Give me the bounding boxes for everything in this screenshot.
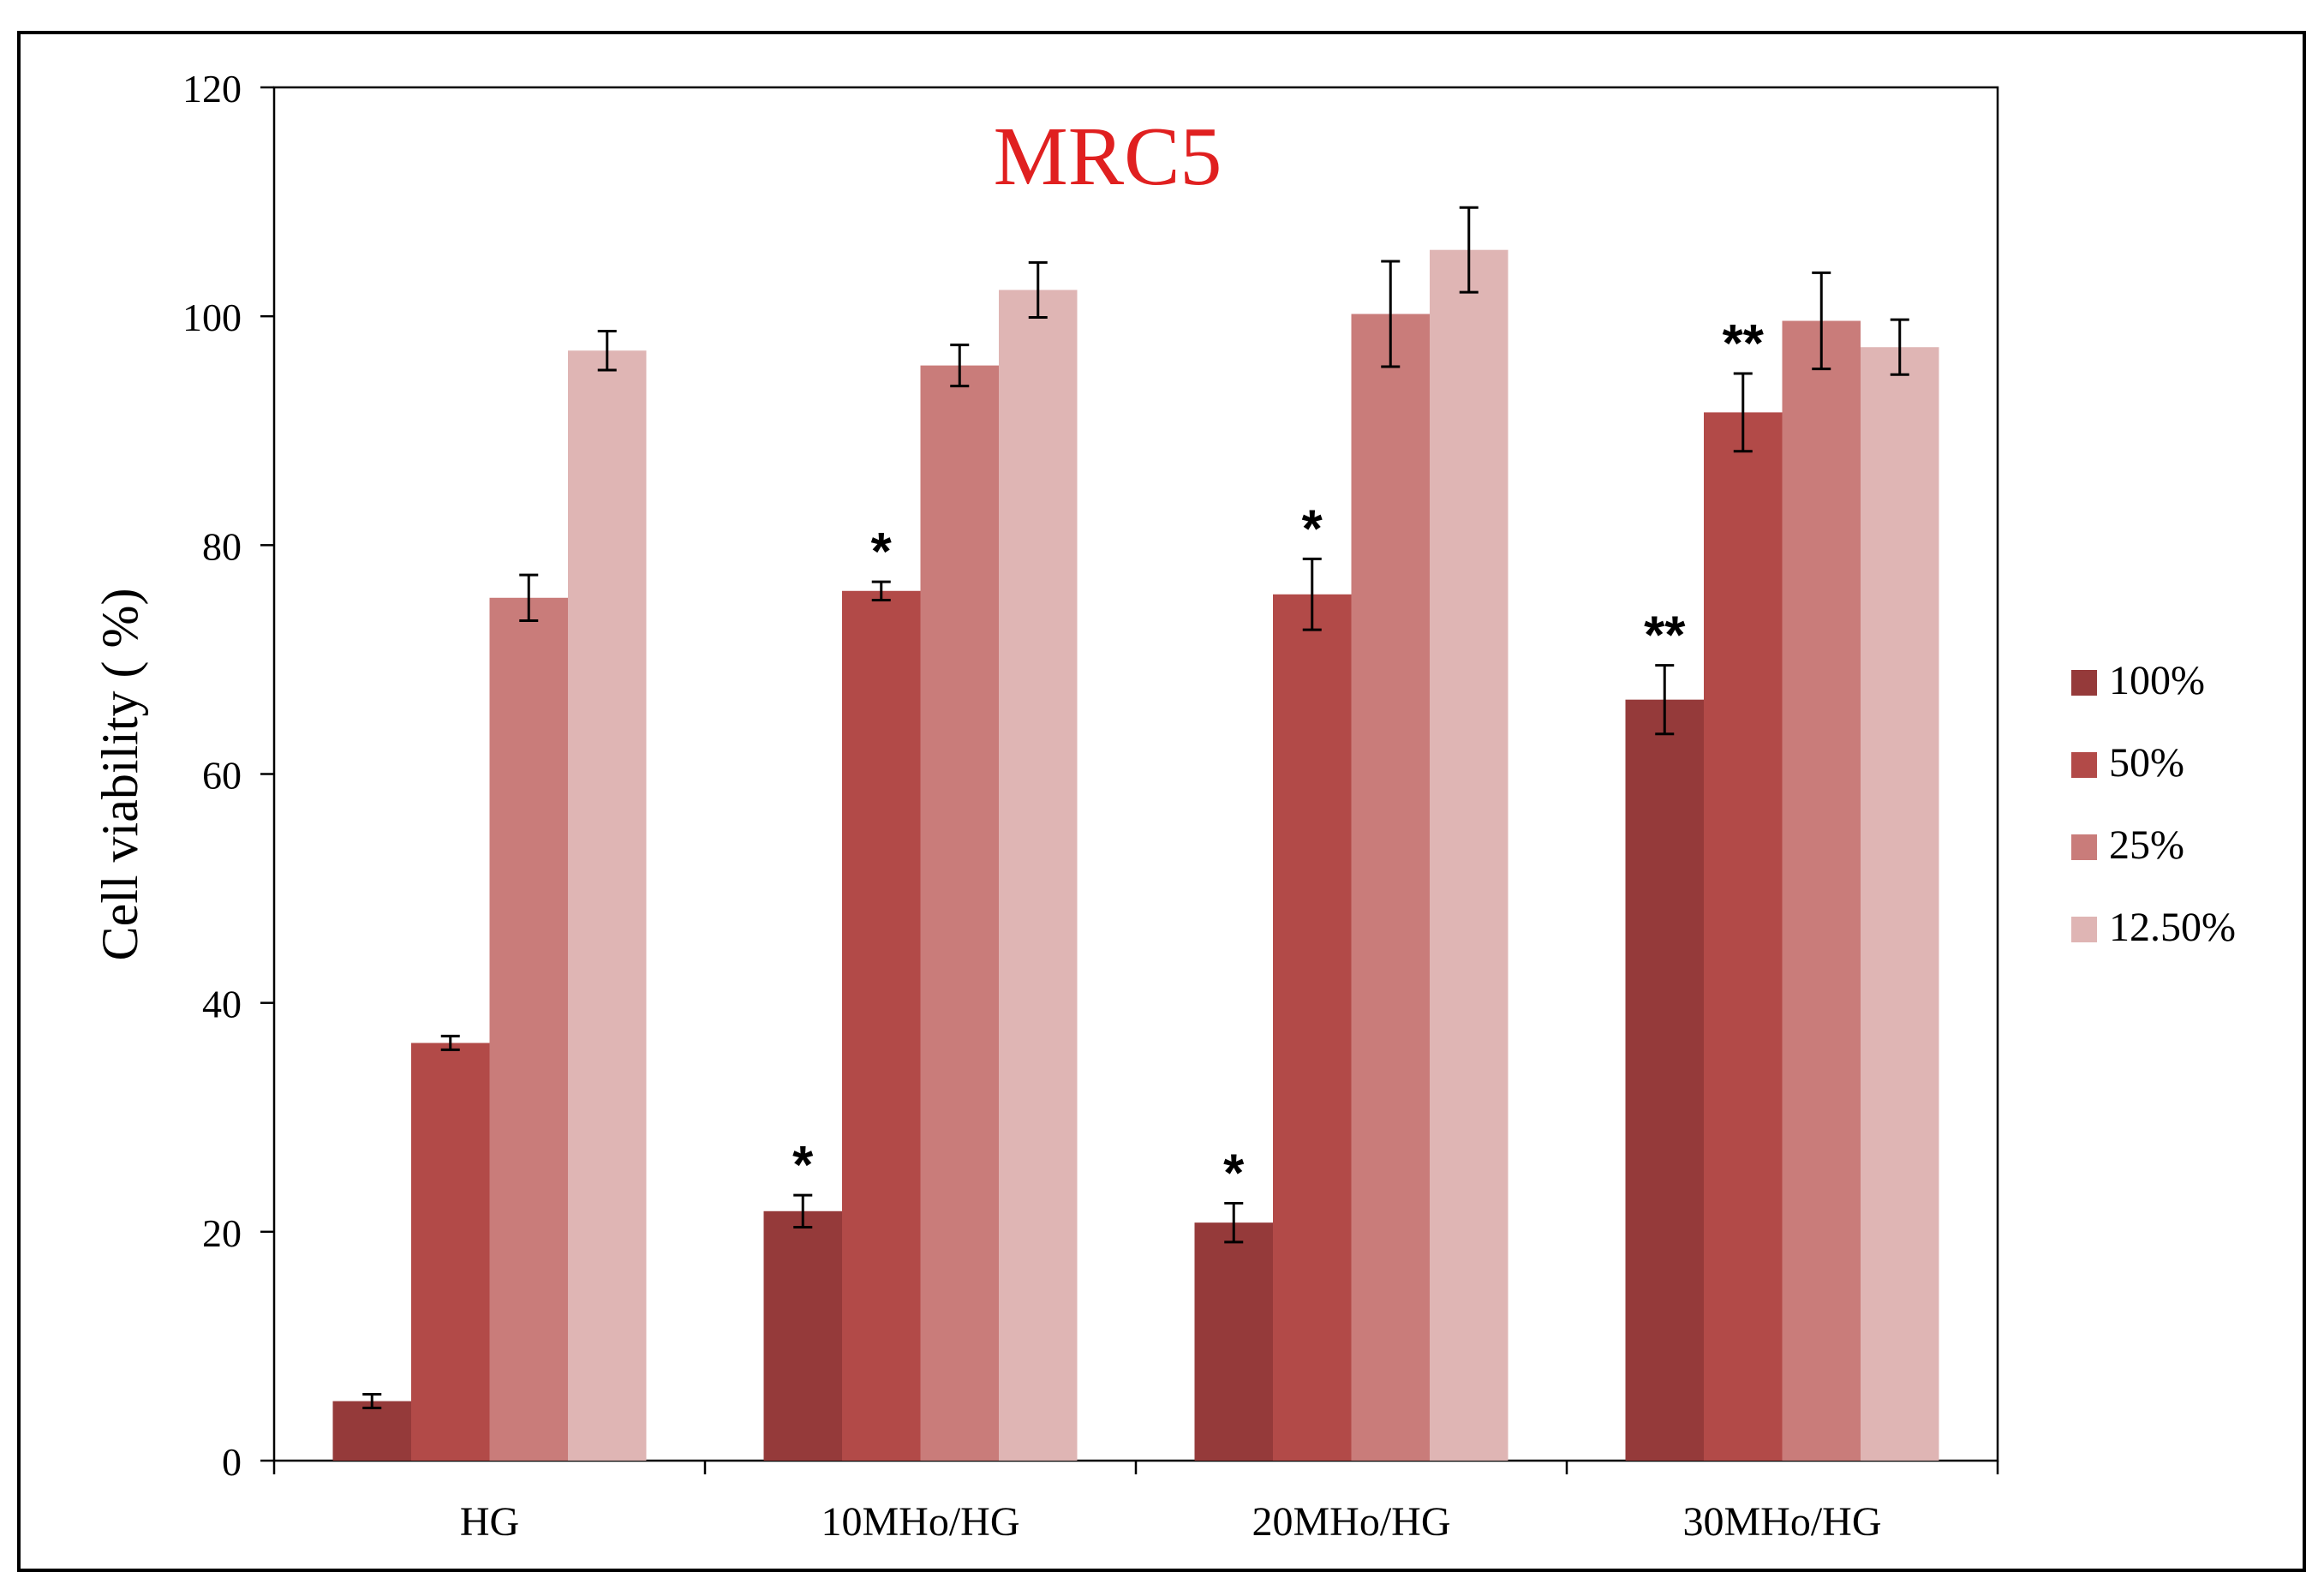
significance-marker: * — [792, 1136, 814, 1195]
figure-border — [17, 31, 2306, 1572]
legend-swatch — [2071, 834, 2097, 860]
chart-title: MRC5 — [994, 111, 1222, 203]
y-tick-label: 40 — [202, 983, 242, 1026]
legend-swatch — [2071, 917, 2097, 942]
error-bars-layer — [362, 206, 1909, 1410]
legend-label: 50% — [2109, 740, 2184, 786]
y-tick-label: 120 — [182, 67, 242, 111]
significance-marker: * — [871, 523, 893, 582]
y-axis: 0 20 40 60 80 100 120 — [182, 67, 274, 1484]
legend-swatch — [2071, 670, 2097, 696]
bar — [1625, 699, 1704, 1461]
significance-annotations: * **** *** — [792, 314, 1765, 1203]
y-axis-title: Cell viability ( %) — [92, 589, 148, 961]
bar — [1430, 249, 1509, 1461]
x-tick-label: HG — [460, 1499, 519, 1545]
significance-marker: ** — [1644, 607, 1686, 666]
bar — [1782, 320, 1861, 1461]
bar — [999, 290, 1078, 1461]
legend-label: 100% — [2109, 658, 2205, 703]
bar — [920, 365, 999, 1461]
bar — [763, 1210, 842, 1461]
legend-swatch — [2071, 752, 2097, 778]
y-tick-label: 20 — [202, 1211, 242, 1255]
bar — [568, 350, 647, 1461]
x-tick-label: 30MHo/HG — [1682, 1499, 1881, 1545]
bar — [842, 590, 921, 1461]
bar — [1273, 594, 1352, 1461]
legend: 100% 50% 25% 12.50% — [2071, 658, 2236, 950]
y-tick-label: 80 — [202, 524, 242, 568]
bar — [1194, 1222, 1273, 1461]
bar — [1861, 347, 1939, 1461]
y-tick-label: 60 — [202, 754, 242, 798]
bar — [1704, 412, 1783, 1461]
significance-marker: * — [1223, 1144, 1245, 1203]
bars-layer — [332, 249, 1939, 1461]
significance-marker: ** — [1723, 314, 1765, 374]
bar — [411, 1043, 490, 1461]
legend-label: 25% — [2109, 822, 2184, 868]
y-tick-label: 100 — [182, 296, 242, 339]
x-axis: HG 10MHo/HG 20MHo/HG 30MHo/HG — [272, 1461, 1999, 1545]
bar — [332, 1401, 411, 1461]
x-tick-label: 10MHo/HG — [821, 1499, 1019, 1545]
y-tick-label: 0 — [222, 1440, 242, 1484]
significance-marker: * — [1302, 499, 1323, 559]
legend-label: 12.50% — [2109, 905, 2236, 950]
x-tick-label: 20MHo/HG — [1252, 1499, 1450, 1545]
bar — [489, 597, 568, 1461]
bar — [1351, 314, 1430, 1461]
